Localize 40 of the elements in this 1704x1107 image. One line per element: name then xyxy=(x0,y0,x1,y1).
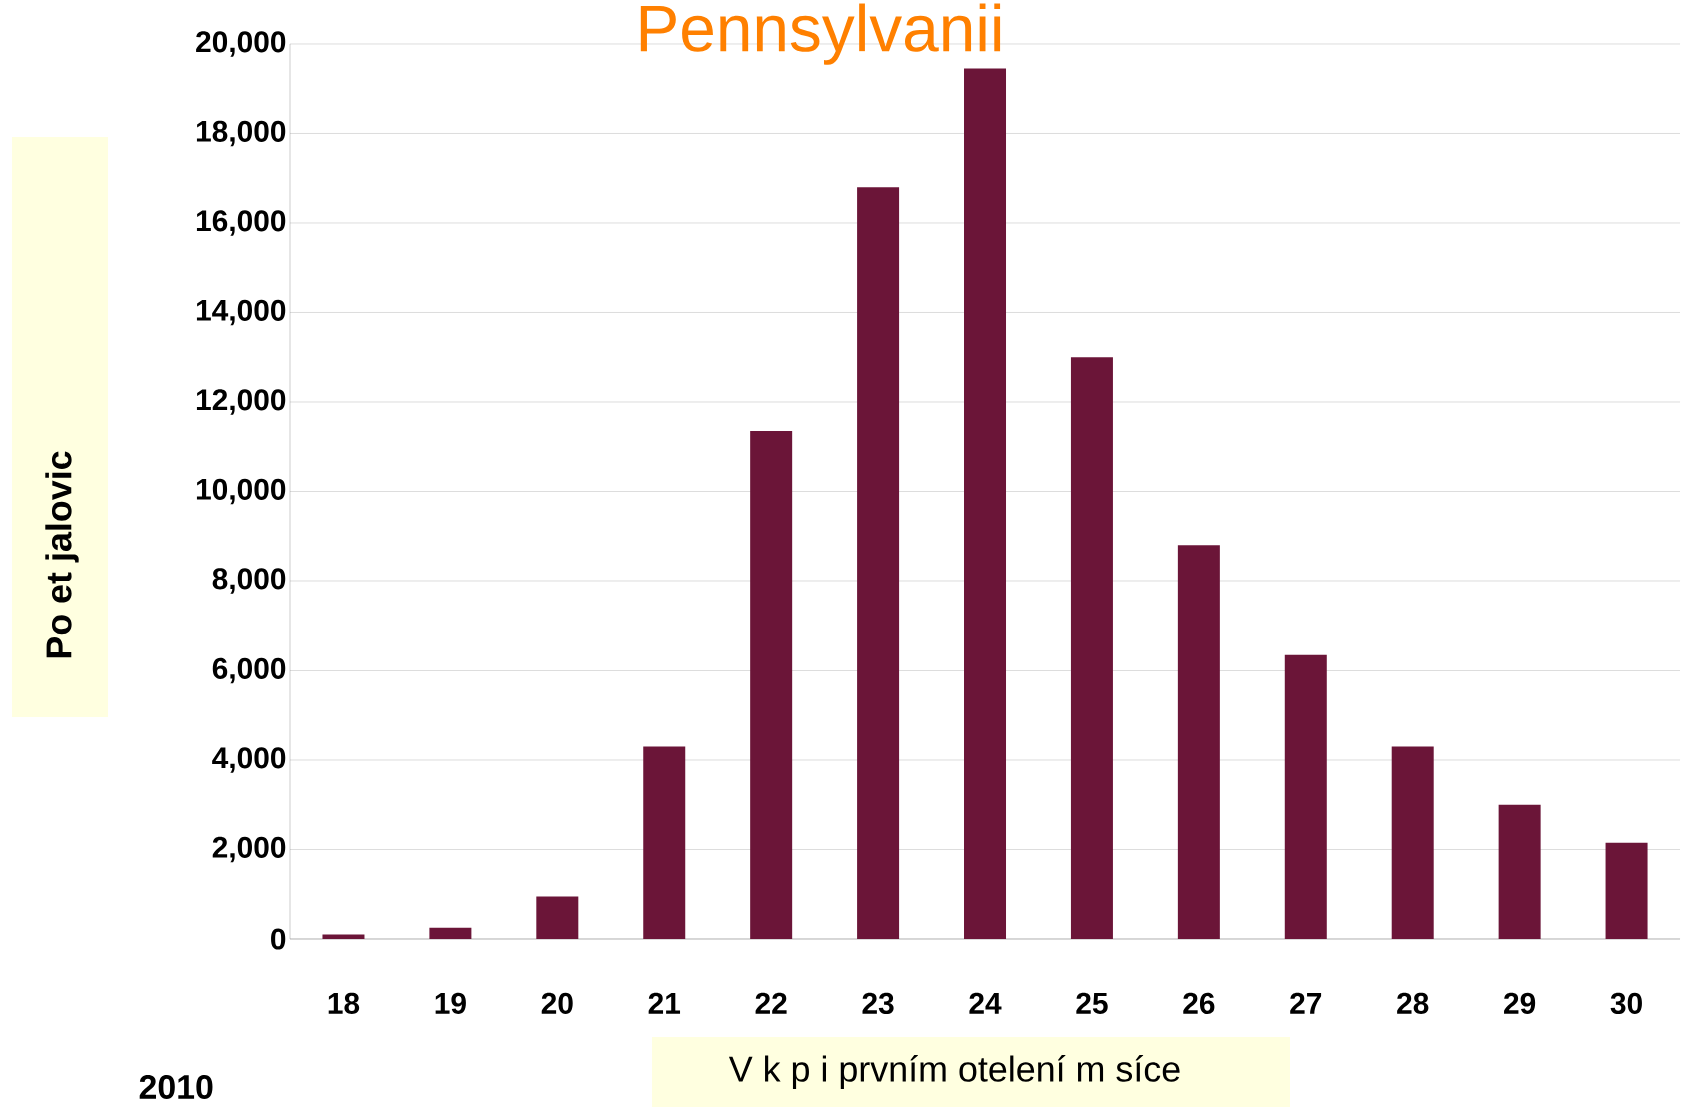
y-tick-label: 0 xyxy=(271,928,286,950)
bar xyxy=(1070,357,1113,939)
y-tick-label: 10,000 xyxy=(196,478,286,505)
x-tick-label: 30 xyxy=(1610,992,1642,1014)
x-tick-label: 28 xyxy=(1397,992,1429,1014)
x-tick-label: 22 xyxy=(755,992,787,1014)
bar xyxy=(964,68,1007,939)
bar xyxy=(1498,804,1541,939)
x-tick-label: 27 xyxy=(1290,992,1322,1014)
bar xyxy=(536,896,579,939)
y-tick-label: 14,000 xyxy=(196,299,286,326)
x-tick-label: 26 xyxy=(1183,992,1215,1014)
bar xyxy=(1391,746,1434,939)
chart-title: Pennsylvanii xyxy=(640,3,1001,65)
bar xyxy=(750,431,793,939)
x-tick-label: 19 xyxy=(435,992,466,1014)
x-tick-label: 29 xyxy=(1504,992,1536,1014)
y-tick-label: 12,000 xyxy=(196,389,286,415)
y-tick-label: 6,000 xyxy=(212,657,286,684)
x-tick-label: 24 xyxy=(969,992,1002,1014)
y-tick-label: 16,000 xyxy=(196,210,286,236)
y-tick-label: 18,000 xyxy=(196,120,286,147)
bar xyxy=(1177,545,1220,939)
x-tick-label: 21 xyxy=(648,992,681,1014)
bar xyxy=(1284,654,1327,939)
y-tick-label: 4,000 xyxy=(212,747,286,773)
x-axis-title: V k p i prvním otelení m síce xyxy=(728,1055,1180,1089)
x-tick-label: 25 xyxy=(1076,992,1108,1014)
y-axis-title: Po et jalovic xyxy=(45,451,79,658)
bar xyxy=(857,187,900,939)
x-tick-label: 18 xyxy=(328,992,360,1014)
text: 2010 xyxy=(139,1075,213,1099)
bar xyxy=(1605,842,1648,939)
x-tick-label: 20 xyxy=(541,992,573,1014)
bar xyxy=(643,746,686,939)
y-tick-label: 8,000 xyxy=(212,568,286,594)
x-tick-label: 23 xyxy=(862,992,894,1014)
bar xyxy=(429,927,472,939)
y-tick-label: 20,000 xyxy=(196,31,286,57)
y-tick-label: 2,000 xyxy=(212,836,286,863)
